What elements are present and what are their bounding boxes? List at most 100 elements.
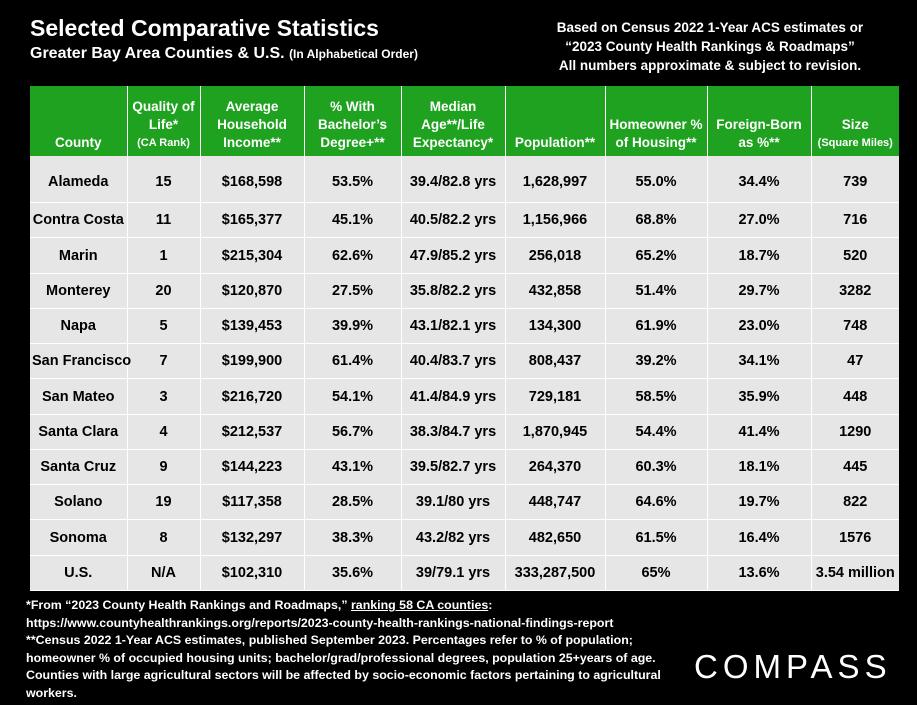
county-name-cell: San Francisco	[30, 343, 131, 380]
table-cell: 1,156,966	[505, 202, 606, 239]
footnote-text: *From “2023 County Health Rankings and R…	[26, 598, 351, 612]
column-header: Foreign-Born as %**	[707, 86, 812, 156]
table-cell: 432,858	[505, 273, 606, 309]
county-name-cell: San Mateo	[30, 378, 128, 415]
table-cell: 58.5%	[605, 378, 708, 415]
table-cell: 11	[127, 202, 201, 239]
table-cell: 28.5%	[304, 484, 402, 521]
table-cell: 16.4%	[707, 519, 812, 556]
table-cell: 38.3/84.7 yrs	[401, 414, 506, 450]
table-cell: 34.1%	[707, 343, 812, 380]
column-header: Population**	[505, 86, 606, 156]
table-cell: 54.1%	[304, 378, 402, 415]
county-name-cell: Contra Costa	[30, 202, 128, 239]
table-cell: 43.2/82 yrs	[401, 519, 506, 556]
table-cell: 4	[127, 414, 201, 450]
header-row: County Quality of Life* (CA Rank) Average H…	[30, 86, 899, 156]
table-cell: 1	[127, 237, 201, 274]
table-cell: 60.3%	[605, 449, 708, 486]
table-cell: 520	[811, 237, 899, 274]
county-name-cell: Napa	[30, 308, 128, 345]
table-cell: 3	[127, 378, 201, 415]
footnote-line: homeowner % of occupied housing units; b…	[26, 650, 656, 665]
table-row: Napa 5 $139,453 39.9% 43.1/82.1 yrs 134,300 61…	[30, 308, 899, 345]
table-cell: 15	[127, 156, 201, 204]
table-cell: 43.1/82.1 yrs	[401, 308, 506, 345]
table-cell: 448	[811, 378, 899, 415]
footnote-line: Counties with large agricultural sectors…	[26, 668, 661, 683]
county-name-cell: Santa Clara	[30, 414, 128, 450]
county-name-cell: Sonoma	[30, 519, 128, 556]
table-cell: 61.9%	[605, 308, 708, 345]
table-cell: $199,900	[200, 343, 305, 380]
table-cell: 8	[127, 519, 201, 556]
table-cell: 39.2%	[605, 343, 708, 380]
table-cell: 47.9/85.2 yrs	[401, 237, 506, 274]
source-line: “2023 County Health Rankings & Roadmaps”	[565, 39, 855, 54]
table-cell: 51.4%	[605, 273, 708, 309]
table-cell: 729,181	[505, 378, 606, 415]
table-cell: $168,598	[200, 156, 305, 204]
table-cell: 3282	[811, 273, 899, 309]
table-cell: $102,310	[200, 555, 305, 592]
table-cell: 64.6%	[605, 484, 708, 521]
title-block: Selected Comparative Statistics Greater …	[30, 14, 418, 66]
table-cell: $139,453	[200, 308, 305, 345]
column-header: Size (Square Miles)	[811, 86, 899, 156]
column-header-label: Size	[841, 117, 869, 132]
column-header-label: Average Household Income**	[217, 99, 287, 150]
table-cell: 54.4%	[605, 414, 708, 450]
table-cell: 68.8%	[605, 202, 708, 239]
stats-table: County Quality of Life* (CA Rank) Average H…	[30, 86, 899, 592]
compass-logo: COMPASS	[694, 648, 892, 685]
table-cell: 18.1%	[707, 449, 812, 486]
table-cell: N/A	[127, 555, 201, 592]
column-header-sublabel: (CA Rank)	[137, 137, 190, 149]
county-name-cell: Monterey	[30, 273, 128, 309]
table-cell: 47	[811, 343, 899, 380]
table-cell: $144,223	[200, 449, 305, 486]
footnote-url[interactable]: https://www.countyhealthrankings.org/rep…	[26, 615, 614, 630]
table-cell: 39.5/82.7 yrs	[401, 449, 506, 486]
column-header: Homeowner % of Housing**	[605, 86, 708, 156]
table-cell: 1,628,997	[505, 156, 606, 204]
table-cell: 448,747	[505, 484, 606, 521]
table-row: San Mateo 3 $216,720 54.1% 41.4/84.9 yrs 729,…	[30, 378, 899, 415]
table-cell: 18.7%	[707, 237, 812, 274]
table-cell: 445	[811, 449, 899, 486]
table-cell: 808,437	[505, 343, 606, 380]
table-cell: 55.0%	[605, 156, 708, 204]
table-cell: $117,358	[200, 484, 305, 521]
source-line: Based on Census 2022 1-Year ACS estimate…	[556, 20, 864, 35]
county-name-cell: Solano	[30, 484, 128, 521]
footnote-text: :	[488, 598, 493, 612]
column-header: Quality of Life* (CA Rank)	[127, 86, 201, 156]
table-cell: 39.9%	[304, 308, 402, 345]
table-cell: 56.7%	[304, 414, 402, 450]
footnote-line: **Census 2022 1-Year ACS estimates, publ…	[26, 633, 633, 648]
source-note: Based on Census 2022 1-Year ACS estimate…	[520, 18, 900, 75]
table-cell: 482,650	[505, 519, 606, 556]
table-cell: 65%	[605, 555, 708, 592]
table-cell: 27.0%	[707, 202, 812, 239]
county-name-cell: Marin	[30, 237, 128, 274]
ranking-link[interactable]: ranking 58 CA counties	[350, 598, 489, 612]
table-cell: 41.4%	[707, 414, 812, 450]
table-cell: 333,287,500	[505, 555, 606, 592]
table-cell: 40.4/83.7 yrs	[401, 343, 506, 380]
source-line: All numbers approximate & subject to rev…	[558, 58, 862, 73]
table-cell: 39.1/80 yrs	[401, 484, 506, 521]
table-cell: 40.5/82.2 yrs	[401, 202, 506, 239]
table-row: Contra Costa 11 $165,377 45.1% 40.5/82.2 yrs…	[30, 202, 899, 239]
column-header: Average Household Income**	[200, 86, 305, 156]
county-name-cell: U.S.	[30, 555, 128, 592]
table-row: Monterey 20 $120,870 27.5% 35.8/82.2 yrs 432,…	[30, 273, 899, 309]
table-cell: 822	[811, 484, 899, 521]
table-cell: 19.7%	[707, 484, 812, 521]
table-cell: 20	[127, 273, 201, 309]
table-cell: 41.4/84.9 yrs	[401, 378, 506, 415]
table-cell: 748	[811, 308, 899, 345]
table-row: U.S. N/A $102,310 35.6% 39/79.1 yrs 333,287,5…	[30, 555, 899, 592]
footnote-line: *From “2023 County Health Rankings and R…	[26, 597, 676, 615]
table-cell: 13.6%	[707, 555, 812, 592]
